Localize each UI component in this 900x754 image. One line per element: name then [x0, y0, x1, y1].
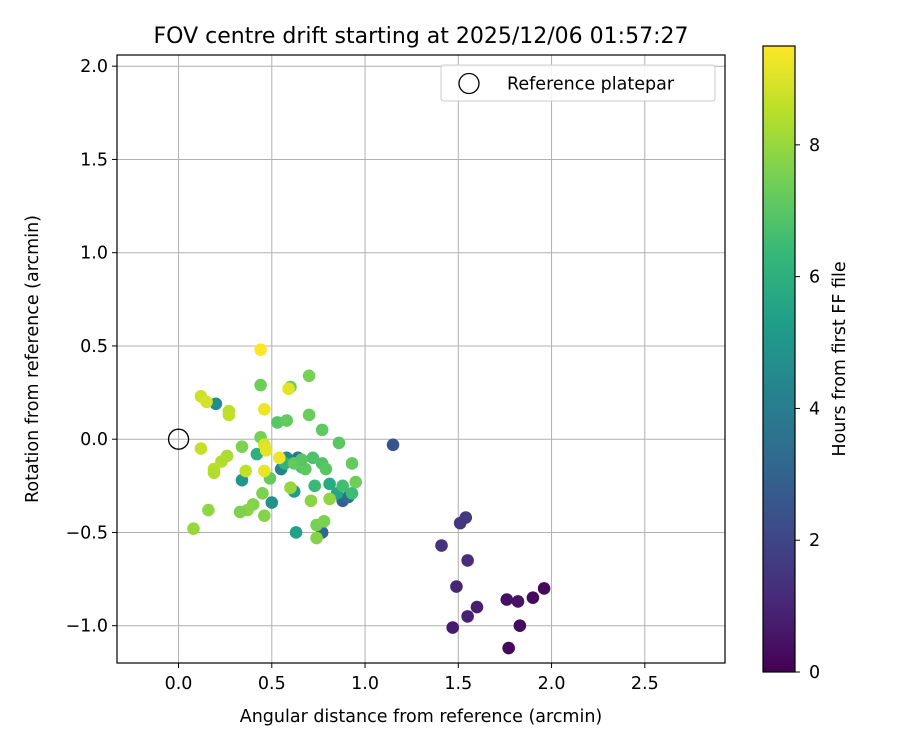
scatter-point	[317, 514, 331, 528]
scatter-point	[345, 457, 359, 470]
reference-marker	[167, 428, 190, 450]
scatter-point	[265, 496, 279, 509]
scatter-point	[302, 408, 316, 422]
scatter-point	[302, 369, 316, 383]
y-tick-label: −1.0	[66, 617, 109, 637]
scatter-point	[308, 479, 321, 493]
x-tick-label: 0.5	[258, 674, 286, 694]
scatter-point	[280, 414, 294, 427]
scatter-point	[336, 479, 349, 493]
reference-marker-group	[167, 428, 190, 450]
scatter-point	[289, 526, 303, 539]
y-tick-label: 2.0	[80, 57, 108, 77]
scatter-point	[222, 408, 236, 422]
y-tick-label: 0.0	[80, 430, 108, 450]
scatter-point	[435, 539, 448, 552]
scatter-point	[187, 522, 200, 536]
legend-box	[440, 64, 716, 102]
colorbar-label: Hours from first FF file	[830, 261, 850, 456]
legend: Reference platepar	[440, 64, 716, 102]
scatter-point	[526, 591, 540, 605]
chart-title: FOV centre drift starting at 2025/12/06 …	[154, 24, 689, 49]
x-tick-label: 1.5	[444, 674, 472, 694]
scatter-point	[459, 511, 473, 524]
scatter-point	[254, 343, 267, 356]
scatter-point	[310, 531, 323, 545]
scatter-point	[470, 600, 484, 614]
scatter-point	[319, 462, 333, 476]
scatter-point	[254, 378, 267, 392]
scatter-point	[446, 621, 460, 634]
x-tick-label: 1.0	[351, 674, 379, 694]
scatter-point	[282, 382, 295, 396]
y-axis-ticks: −1.0 −0.5 0.0 0.5 1.0 1.5 2.0	[66, 57, 117, 637]
grid	[117, 55, 725, 663]
scatter-point	[306, 451, 320, 465]
colorbar-tick-label: 0	[809, 663, 820, 683]
scatter-point	[207, 466, 221, 480]
scatter-point	[513, 619, 527, 632]
x-axis-label: Angular distance from reference (arcmin)	[240, 707, 603, 727]
scatter-point	[537, 582, 551, 595]
scatter-point	[258, 403, 271, 416]
x-axis-ticks: 0.0 0.5 1.0 1.5 2.0 2.5	[165, 663, 659, 694]
scatter-point	[304, 494, 318, 508]
scatter-point	[233, 505, 247, 519]
scatter-point	[315, 423, 329, 437]
x-tick-label: 2.0	[538, 674, 566, 694]
scatter-point	[332, 436, 346, 450]
scatter-point	[209, 397, 223, 411]
scatter-point	[386, 438, 400, 452]
y-tick-label: 1.5	[80, 150, 108, 170]
legend-marker-reference	[458, 72, 480, 95]
colorbar-tick-label: 6	[809, 268, 820, 288]
scatter-point	[271, 416, 284, 429]
scatter-point	[239, 464, 252, 478]
scatter-point	[284, 481, 297, 494]
x-tick-label: 0.0	[165, 674, 193, 694]
y-tick-label: 0.5	[80, 337, 108, 357]
scatter-point	[461, 610, 474, 623]
scatter-point	[295, 453, 308, 467]
colorbar-tick-label: 4	[809, 399, 820, 419]
colorbar-tick-label: 2	[809, 531, 820, 551]
y-tick-label: 1.0	[80, 244, 108, 264]
data-points	[187, 343, 551, 655]
scatter-point	[272, 451, 286, 465]
scatter-point	[461, 554, 474, 567]
x-tick-label: 2.5	[631, 674, 659, 694]
scatter-point	[256, 486, 269, 500]
scatter-point	[202, 503, 215, 517]
scatter-point	[323, 477, 336, 491]
legend-label-reference: Reference platepar	[507, 75, 675, 95]
scatter-point	[450, 580, 463, 593]
scatter-point	[511, 595, 525, 608]
colorbar	[762, 45, 796, 673]
scatter-point	[258, 464, 271, 478]
scatter-point	[258, 509, 271, 522]
colorbar-ticks: 0 2 4 6 8	[795, 136, 820, 683]
scatter-point	[345, 486, 359, 500]
scatter-point	[349, 475, 363, 489]
scatter-point	[323, 492, 336, 506]
y-axis-label: Rotation from reference (arcmin)	[23, 215, 43, 503]
scatter-point	[200, 395, 213, 409]
plot-frame	[116, 54, 726, 664]
y-tick-label: −0.5	[66, 523, 109, 543]
scatter-point	[235, 440, 249, 453]
colorbar-tick-label: 8	[809, 136, 820, 156]
scatter-point	[500, 593, 514, 606]
scatter-point	[502, 641, 515, 655]
scatter-point	[259, 444, 273, 457]
scatter-point	[194, 442, 208, 455]
